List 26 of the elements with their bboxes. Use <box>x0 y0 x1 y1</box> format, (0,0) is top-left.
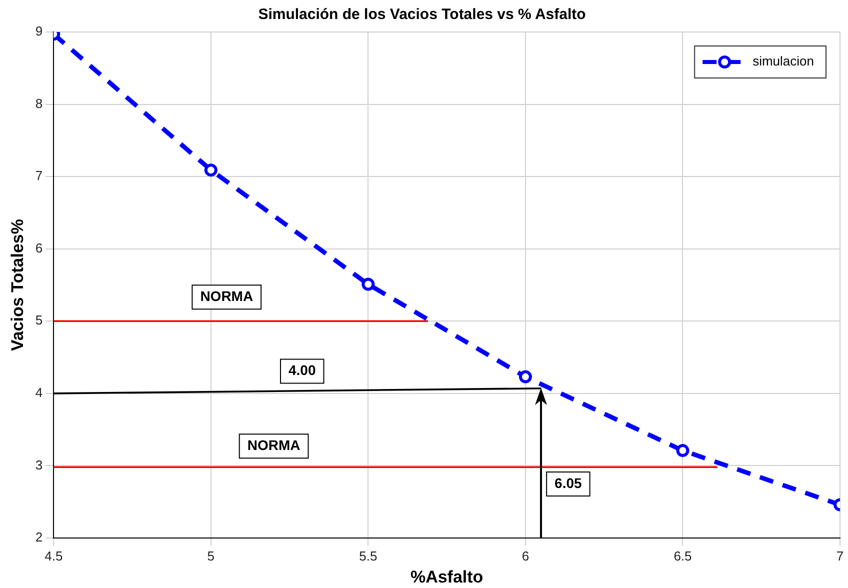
y-axis-title: Vacios Totales% <box>8 219 27 351</box>
y-tick-label: 7 <box>35 168 43 184</box>
y-tick-label: 6 <box>35 240 43 256</box>
x-tick-label: 6.5 <box>674 548 692 564</box>
annotation: NORMA <box>200 288 254 304</box>
x-axis-title: %Asfalto <box>410 567 484 586</box>
y-tick-label: 9 <box>35 24 43 39</box>
x-tick-label: 7 <box>836 548 844 564</box>
x-tick-label: 4.5 <box>44 548 63 564</box>
point <box>204 164 218 177</box>
y-tick-label: 8 <box>35 96 43 111</box>
point <box>676 444 690 458</box>
y-tick-label: 5 <box>35 312 43 328</box>
annotation: 6.05 <box>554 474 582 491</box>
y-tick-label: 3 <box>35 457 43 472</box>
x-tick-label: 5 <box>207 548 215 564</box>
x-tick-label: 6 <box>522 548 530 564</box>
x-tick-label: 5.5 <box>359 548 378 564</box>
annotation: NORMA <box>247 437 300 454</box>
chart-title: Simulación de los Vacios Totales vs % Asfalto <box>258 6 586 24</box>
y-tick-label: 4 <box>35 385 43 400</box>
legend-label: simulacion <box>752 54 814 69</box>
point <box>362 278 375 291</box>
point <box>518 370 532 384</box>
y-tick-label: 2 <box>35 530 43 545</box>
annotation: 4.00 <box>288 362 316 378</box>
